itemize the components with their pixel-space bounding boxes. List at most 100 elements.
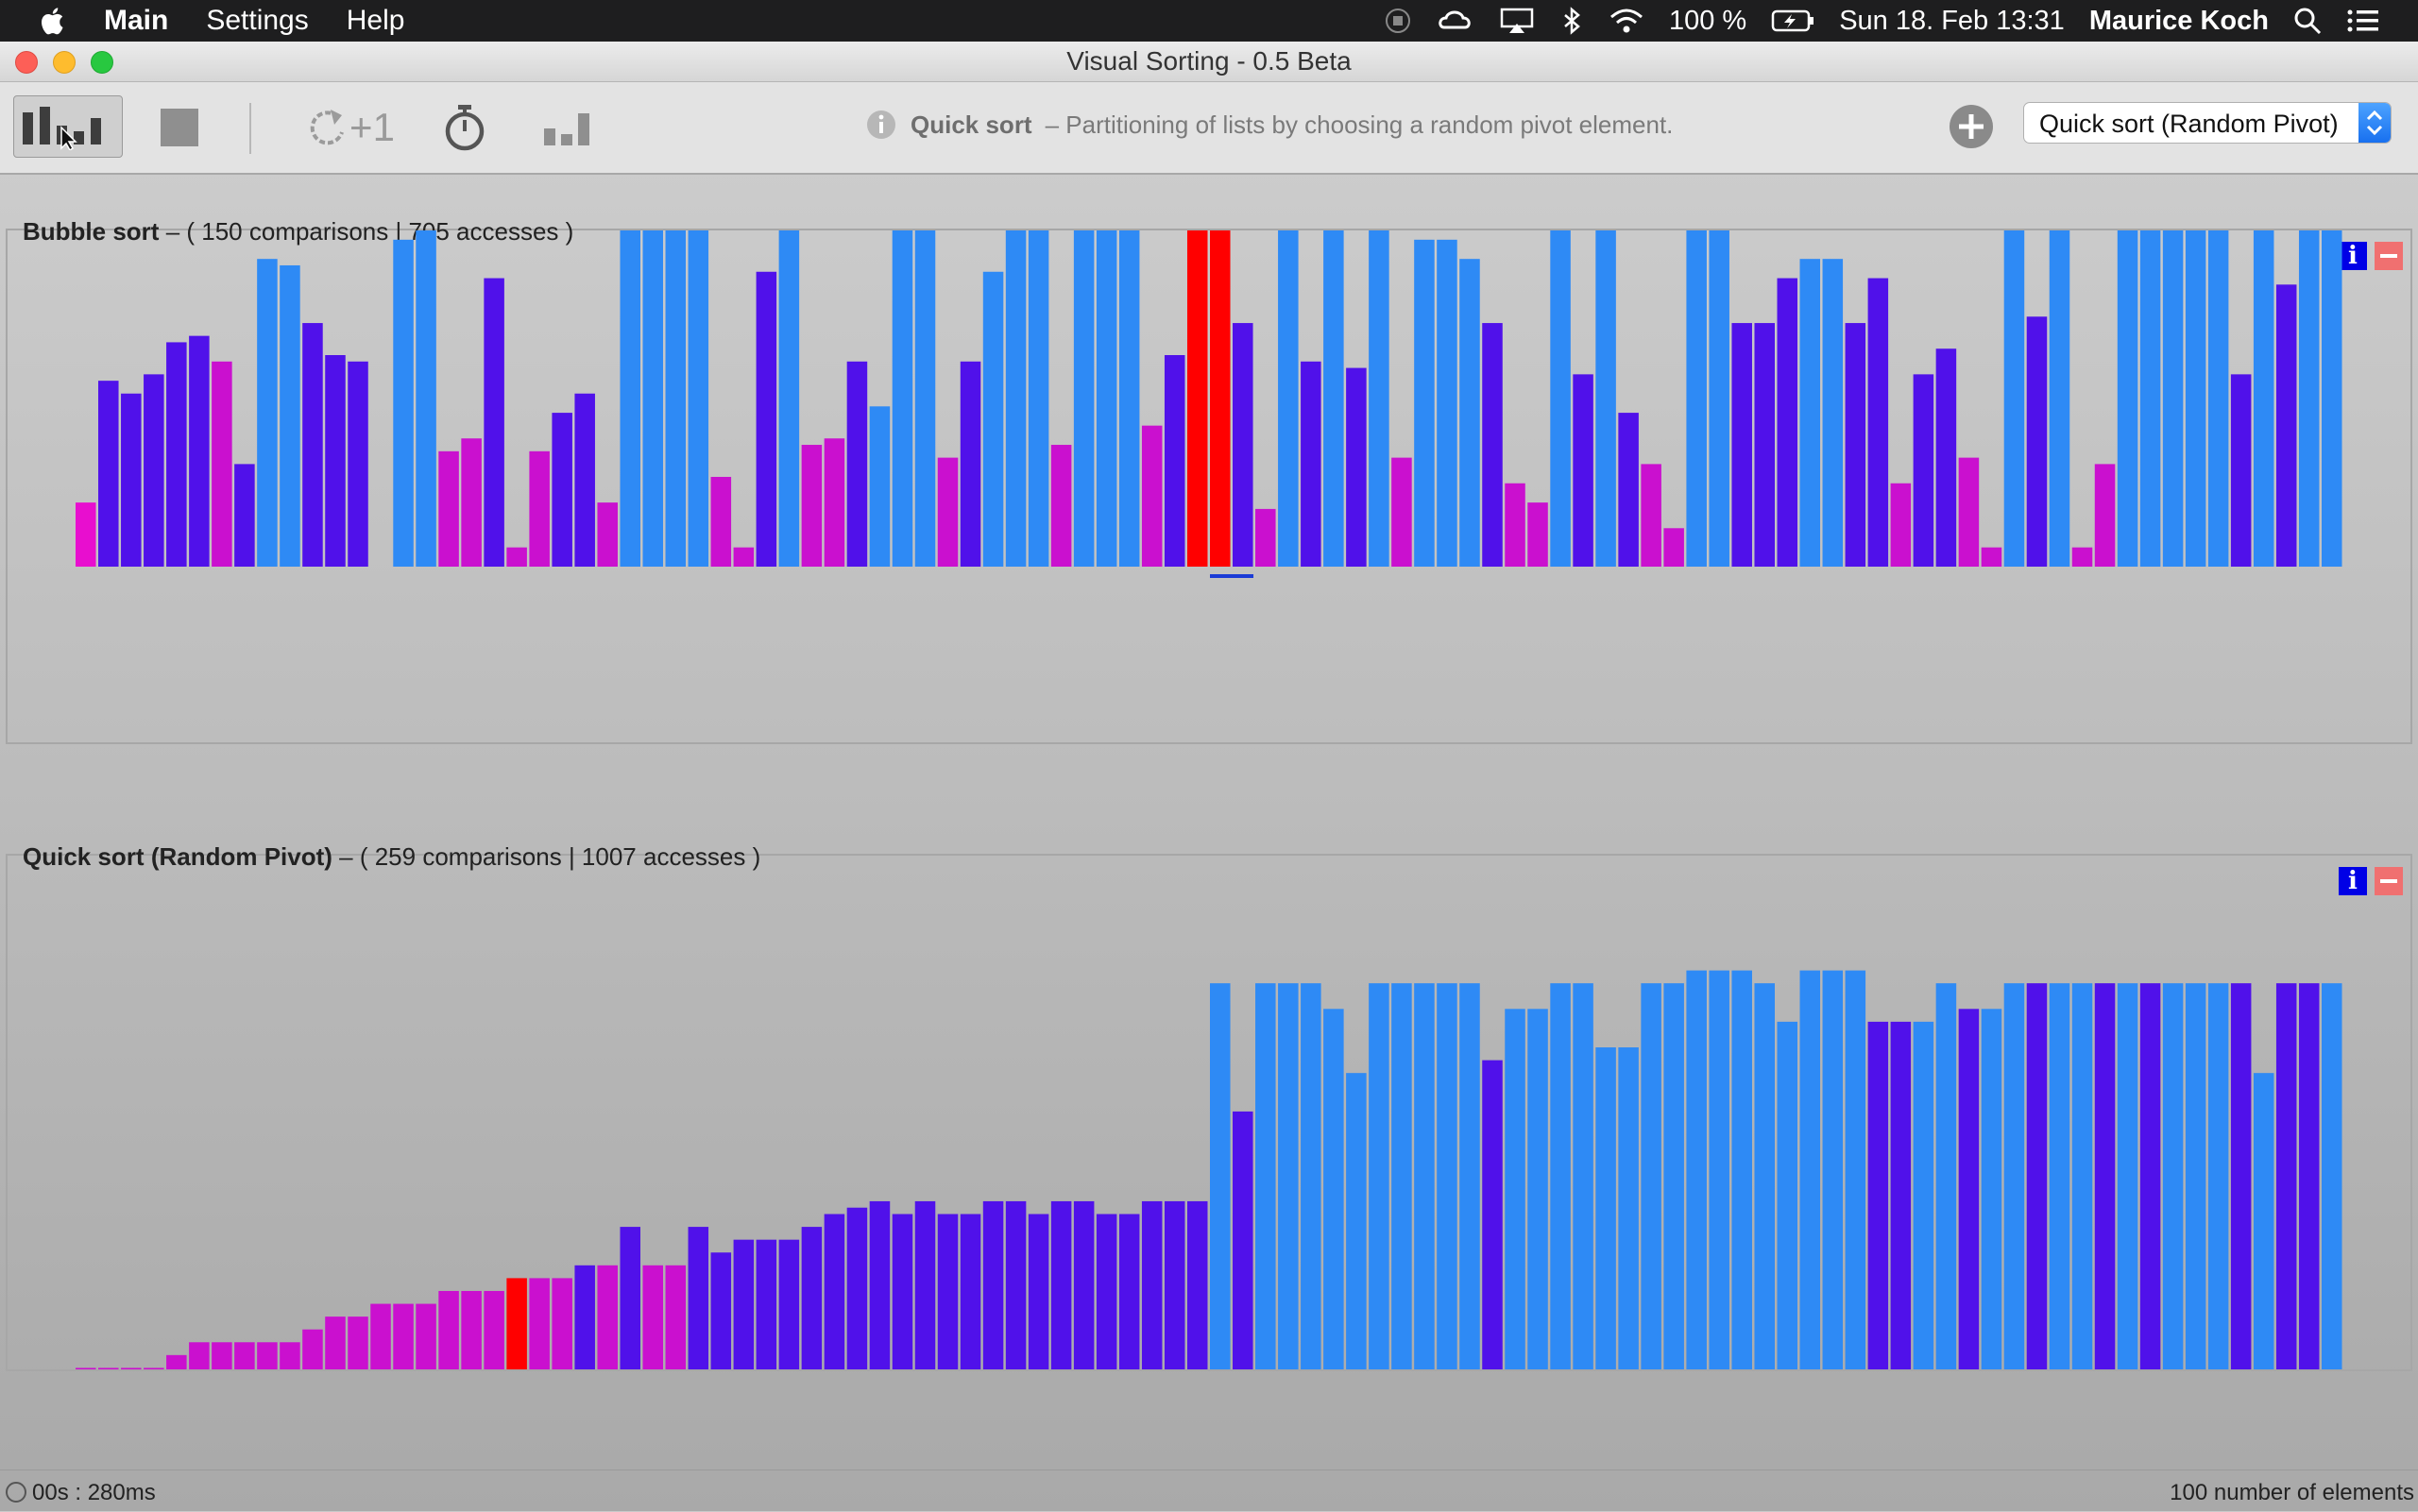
creative-cloud-icon[interactable]	[1437, 7, 1474, 35]
bluetooth-icon[interactable]	[1559, 7, 1584, 35]
wifi-icon[interactable]	[1609, 7, 1644, 35]
sort-bar	[2207, 983, 2229, 1369]
sort-bar	[1754, 323, 1775, 567]
sort-bar	[1890, 483, 1912, 567]
bubble-sort-panel: Bubble sort – ( 150 comparisons | 705 ac…	[6, 217, 2412, 744]
sort-bar	[2026, 316, 2048, 567]
stopwatch-icon	[445, 105, 485, 151]
sort-bar	[1505, 1009, 1525, 1369]
sort-bar	[824, 1214, 845, 1369]
sort-bar	[892, 1214, 913, 1369]
sort-bar	[1799, 259, 1821, 567]
sort-bar	[1323, 230, 1344, 567]
sort-bar	[1186, 230, 1208, 567]
remove-panel-button[interactable]	[2375, 242, 2403, 270]
sort-bar	[529, 1278, 550, 1369]
step-forward-button[interactable]: +1	[298, 101, 402, 154]
sort-bar	[2049, 983, 2070, 1369]
sort-bar	[166, 1354, 187, 1369]
sort-bar	[1663, 983, 1684, 1369]
sort-bar	[348, 361, 368, 567]
sort-bar	[166, 342, 187, 567]
remove-panel-button[interactable]	[2375, 867, 2403, 895]
sort-bar	[937, 457, 959, 567]
sort-bar	[1164, 355, 1185, 567]
sort-bar	[1414, 983, 1435, 1369]
menu-settings[interactable]: Settings	[206, 5, 309, 36]
maximize-window-button[interactable]	[91, 51, 113, 74]
sort-bar	[574, 1265, 595, 1369]
airplay-icon[interactable]	[1499, 7, 1535, 35]
sort-bar	[2026, 983, 2048, 1369]
sort-bar	[1073, 230, 1095, 567]
sort-bar	[302, 323, 323, 567]
bubble-sort-bar-chart	[76, 230, 2342, 578]
sort-bar	[1573, 374, 1593, 567]
apple-logo-icon[interactable]	[38, 5, 70, 37]
quick-sort-panel: Quick sort (Random Pivot) – ( 259 compar…	[6, 842, 2412, 1371]
info-button[interactable]: i	[2339, 867, 2367, 895]
sort-bar	[2094, 464, 2116, 567]
sort-bar	[2321, 230, 2342, 567]
spotlight-search-icon[interactable]	[2293, 7, 2322, 35]
sort-bar	[325, 1317, 346, 1369]
close-window-button[interactable]	[15, 51, 38, 74]
clock[interactable]: Sun 18. Feb 13:31	[1839, 5, 2065, 36]
sort-bar	[960, 361, 981, 567]
timer-button[interactable]	[438, 103, 491, 154]
sort-bar	[1550, 230, 1571, 567]
status-bar: 00s : 280ms 100 number of elements	[0, 1470, 2418, 1512]
sort-bar	[325, 355, 346, 567]
sort-bar	[438, 1290, 459, 1369]
sort-bar	[1323, 1009, 1344, 1369]
sort-bar	[1482, 1060, 1503, 1369]
notification-center-icon[interactable]	[2346, 7, 2380, 35]
sort-bar	[824, 438, 845, 567]
sort-bar	[1958, 457, 1980, 567]
sort-bar	[1595, 1047, 1616, 1369]
elapsed-time: 00s : 280ms	[32, 1480, 156, 1505]
panel-algorithm-name: Quick sort (Random Pivot)	[23, 842, 332, 871]
sort-bar	[1913, 374, 1934, 567]
stop-button[interactable]	[157, 105, 202, 150]
step-label: +1	[349, 105, 395, 149]
sort-bar	[552, 413, 572, 567]
sort-bar	[733, 547, 755, 567]
sort-bar	[1731, 970, 1752, 1369]
statistics-button[interactable]	[538, 105, 595, 152]
sort-bar	[2298, 983, 2320, 1369]
start-sort-button[interactable]	[13, 95, 123, 158]
menu-main[interactable]: Main	[104, 5, 169, 36]
sort-bar	[2071, 983, 2093, 1369]
sort-bar	[1641, 464, 1661, 567]
sort-bar	[801, 1227, 823, 1369]
sort-bar	[1981, 547, 2002, 567]
sort-bar	[484, 278, 504, 567]
sort-bar	[1096, 1214, 1117, 1369]
menu-help[interactable]: Help	[346, 5, 405, 36]
sort-bar	[212, 1342, 232, 1369]
sort-bar	[574, 393, 595, 567]
element-count: 100 number of elements	[2170, 1480, 2414, 1505]
user-name[interactable]: Maurice Koch	[2088, 5, 2269, 36]
algorithm-select[interactable]: Quick sort (Random Pivot)	[2023, 102, 2392, 144]
add-algorithm-button[interactable]	[1948, 103, 1995, 150]
sort-bar	[1141, 1200, 1163, 1369]
sort-bar	[1913, 1021, 1934, 1369]
sort-bar	[1867, 278, 1889, 567]
record-icon[interactable]	[1384, 7, 1412, 35]
sort-bar	[144, 374, 164, 567]
sort-bar	[778, 1239, 800, 1369]
sort-bar	[597, 1265, 618, 1369]
info-button[interactable]: i	[2339, 242, 2367, 270]
sort-bar	[1369, 230, 1389, 568]
sort-bar	[2230, 374, 2252, 567]
sort-bar	[2162, 983, 2184, 1369]
battery-icon[interactable]	[1771, 8, 1814, 34]
sort-bar	[801, 445, 823, 567]
minimize-window-button[interactable]	[53, 51, 76, 74]
sort-bar	[982, 1200, 1004, 1369]
sort-bar	[1414, 239, 1435, 567]
sort-bar	[1686, 970, 1707, 1369]
sort-bar	[2049, 230, 2070, 568]
